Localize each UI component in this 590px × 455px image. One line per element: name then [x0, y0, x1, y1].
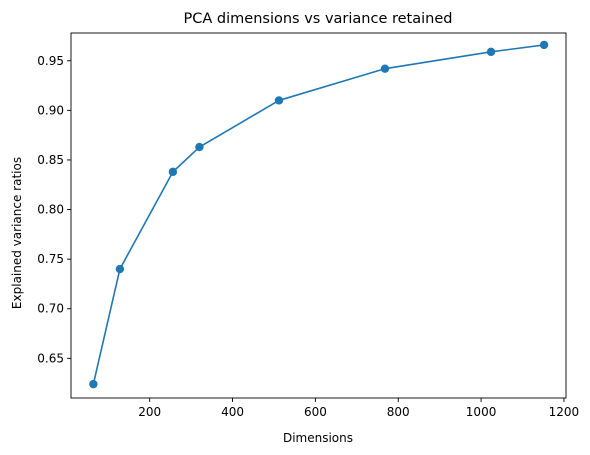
data-point — [115, 264, 125, 274]
y-tick-label: 0.90 — [37, 103, 64, 117]
x-tick-label: 1000 — [466, 405, 497, 419]
y-tick-label: 0.65 — [37, 351, 64, 365]
plot-frame — [70, 32, 567, 399]
data-point — [274, 96, 284, 105]
y-axis-label: Explained variance ratios — [10, 157, 24, 309]
x-tick-label: 800 — [387, 405, 410, 419]
y-tick-label: 0.75 — [37, 252, 64, 266]
y-tick-label: 0.70 — [37, 302, 64, 316]
data-point — [486, 47, 496, 57]
x-tick-label: 200 — [138, 405, 161, 419]
data-point — [195, 142, 204, 152]
x-axis-label: Dimensions — [283, 431, 353, 445]
data-point — [380, 64, 390, 73]
series-line — [92, 44, 545, 385]
chart-title: PCA dimensions vs variance retained — [184, 11, 453, 27]
data-point — [539, 40, 549, 50]
x-tick-label: 1200 — [549, 405, 580, 419]
data-point — [168, 167, 178, 177]
y-tick-label: 0.85 — [37, 153, 64, 167]
data-point — [89, 379, 98, 389]
y-tick-label: 0.95 — [37, 54, 64, 68]
y-tick-label: 0.80 — [37, 203, 64, 217]
x-tick-label: 600 — [304, 405, 327, 419]
plot-area: 200 400 600 800 1000 1200 0.65 0.70 0.75 0.80 0.85… — [37, 32, 580, 419]
x-tick-label: 400 — [221, 405, 244, 419]
